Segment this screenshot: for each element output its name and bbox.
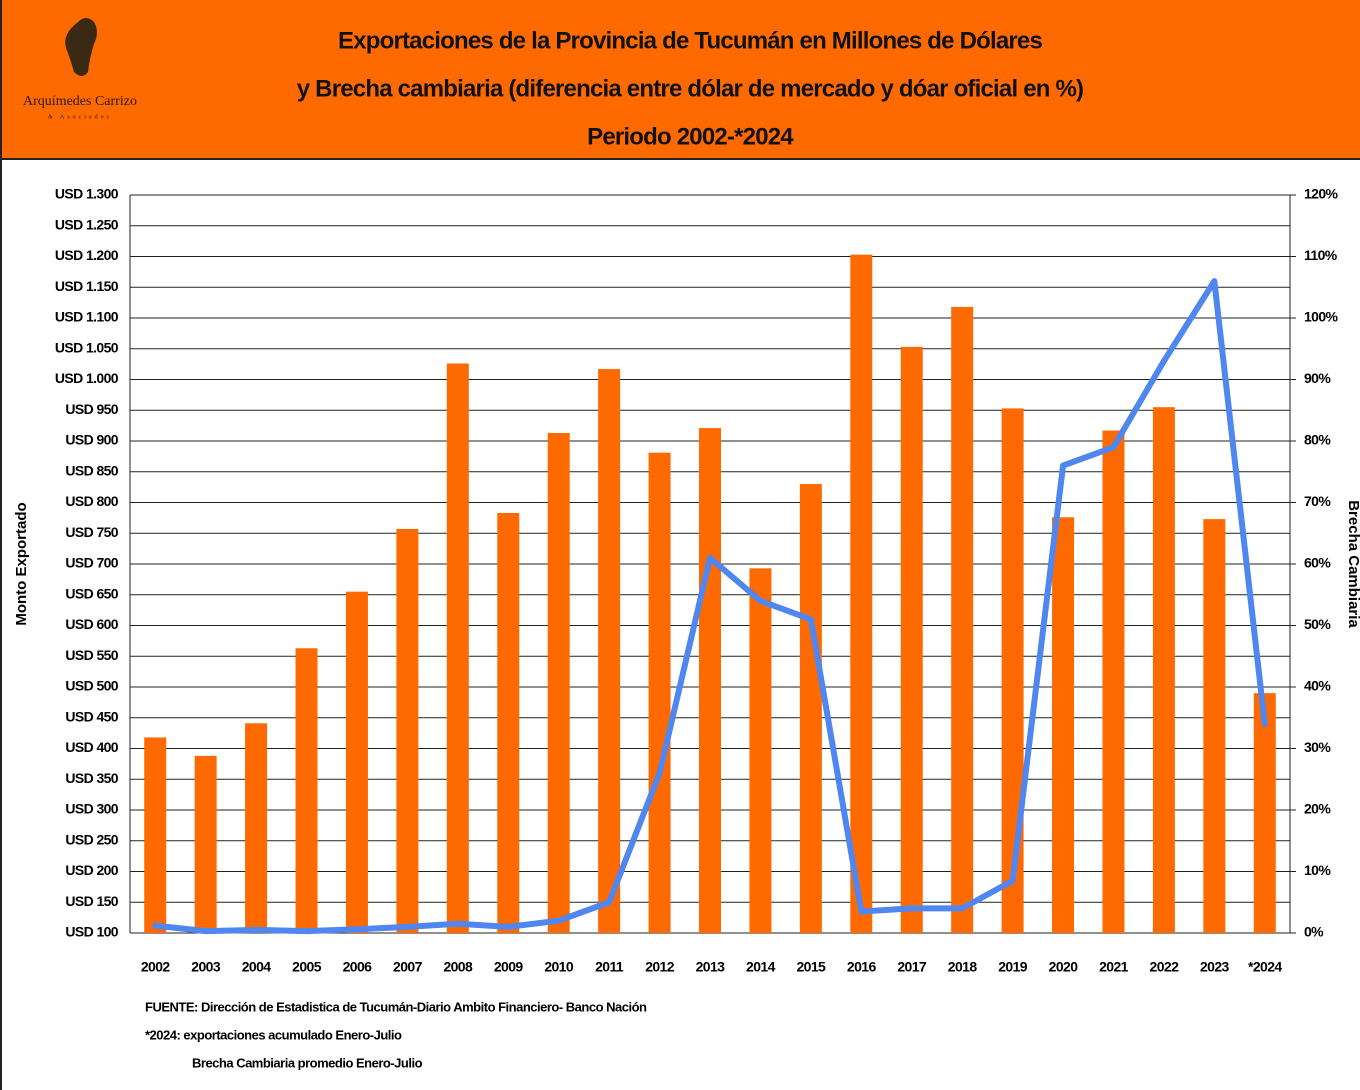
- x-tick-label: 2014: [746, 959, 776, 975]
- bar: [1001, 408, 1024, 933]
- bar: [497, 512, 520, 933]
- y-tick-label: USD 950: [65, 401, 118, 417]
- y-tick-label: USD 400: [65, 739, 118, 755]
- y-tick-label: USD 1.050: [55, 339, 119, 355]
- y-tick-label: USD 300: [65, 801, 118, 817]
- logo: Arquímedes Carrizo & Asociados: [23, 18, 137, 120]
- y2-tick-label: 120%: [1304, 186, 1339, 202]
- bar: [345, 591, 368, 933]
- logo-tagline: & Asociados: [48, 114, 112, 120]
- bar: [446, 363, 469, 933]
- bar: [699, 428, 721, 933]
- x-tick-label: 2013: [696, 959, 726, 975]
- x-tick-label: 2005: [292, 959, 322, 975]
- y2-tick-label: 40%: [1304, 678, 1331, 694]
- y-tick-label: USD 1.000: [55, 370, 119, 386]
- bar: [547, 433, 570, 933]
- bar: [850, 254, 873, 933]
- bar: [1152, 407, 1175, 933]
- y2-tick-label: 50%: [1304, 616, 1331, 632]
- y-tick-label: USD 600: [65, 616, 118, 632]
- bar: [245, 723, 268, 933]
- x-tick-label: 2023: [1200, 959, 1230, 975]
- y-tick-label: USD 450: [65, 708, 118, 724]
- y-tick-label: USD 700: [65, 555, 118, 571]
- y-tick-label: USD 250: [65, 831, 118, 847]
- y2-tick-label: 80%: [1304, 432, 1331, 448]
- y-tick-label: USD 750: [65, 524, 118, 540]
- y2-tick-label: 70%: [1304, 493, 1331, 509]
- bar: [648, 452, 671, 933]
- note: Brecha Cambiaria promedio Enero-Julio: [192, 1055, 423, 1070]
- x-tick-label: 2012: [645, 959, 675, 975]
- y2-tick-label: 10%: [1304, 862, 1331, 878]
- x-tick-label: 2004: [242, 959, 272, 975]
- x-tick-label: 2009: [494, 959, 524, 975]
- bar: [1102, 430, 1125, 933]
- logo-emblem: [65, 18, 97, 76]
- x-tick-label: 2011: [595, 959, 624, 975]
- y-tick-label: USD 800: [65, 493, 118, 509]
- y-tick-label: USD 200: [65, 862, 118, 878]
- y2-axis-label: Brecha Cambiaria: [1345, 500, 1360, 628]
- bar: [900, 346, 923, 933]
- y2-tick-label: 90%: [1304, 370, 1331, 386]
- logo-name: Arquímedes Carrizo: [23, 94, 137, 109]
- x-tick-label: 2003: [191, 959, 221, 975]
- bar: [1253, 693, 1276, 933]
- x-tick-label: 2022: [1150, 959, 1180, 975]
- y-tick-label: USD 850: [65, 462, 118, 478]
- y-tick-label: USD 1.300: [55, 186, 119, 202]
- y-tick-label: USD 1.150: [55, 278, 119, 294]
- chart-title: y Brecha cambiaria (diferencia entre dól…: [297, 75, 1083, 102]
- x-tick-label: 2017: [897, 959, 927, 975]
- bar: [1052, 517, 1075, 933]
- y2-tick-label: 110%: [1304, 247, 1338, 263]
- y2-tick-label: 20%: [1304, 801, 1331, 817]
- bar: [396, 528, 419, 933]
- y-tick-label: USD 550: [65, 647, 118, 663]
- y-tick-label: USD 500: [65, 678, 118, 694]
- header-band: [0, 0, 1360, 160]
- line: [152, 278, 1268, 935]
- x-tick-label: 2021: [1099, 959, 1129, 975]
- bar: [1203, 519, 1226, 933]
- x-tick-label: 2018: [948, 959, 978, 975]
- note: *2024: exportaciones acumulado Enero-Jul…: [145, 1027, 402, 1042]
- chart-title: Periodo 2002-*2024: [587, 123, 794, 150]
- bar: [295, 648, 318, 933]
- x-tick-label: 2015: [796, 959, 826, 975]
- x-tick-label: 2002: [141, 959, 171, 975]
- x-tick-label: 2016: [847, 959, 877, 975]
- y2-tick-label: 60%: [1304, 555, 1331, 571]
- y-axis-label: Monto Exportado: [13, 502, 30, 625]
- bar: [799, 484, 822, 933]
- y2-tick-label: 100%: [1304, 309, 1339, 325]
- bar: [194, 755, 217, 933]
- y-tick-label: USD 350: [65, 770, 118, 786]
- y-tick-label: USD 1.100: [55, 309, 119, 325]
- y-tick-label: USD 650: [65, 585, 118, 601]
- x-tick-label: 2007: [393, 959, 423, 975]
- y-tick-label: USD 100: [65, 924, 118, 940]
- y-tick-label: USD 900: [65, 432, 118, 448]
- y2-tick-label: 0%: [1304, 924, 1324, 940]
- bar: [951, 306, 974, 933]
- bar: [144, 737, 167, 933]
- x-tick-label: 2010: [544, 959, 574, 975]
- y-tick-label: USD 150: [65, 893, 118, 909]
- y-tick-label: USD 1.200: [55, 247, 119, 263]
- x-tick-label: 2020: [1049, 959, 1079, 975]
- x-tick-label: 2019: [998, 959, 1028, 975]
- y-tick-label: USD 1.250: [55, 216, 119, 232]
- bar: [598, 369, 621, 933]
- x-tick-label: 2006: [343, 959, 373, 975]
- y2-tick-label: 30%: [1304, 739, 1331, 755]
- note: FUENTE: Dirección de Estadistica de Tucu…: [145, 999, 647, 1014]
- x-tick-label: *2024: [1248, 959, 1282, 975]
- chart-title: Exportaciones de la Provincia de Tucumán…: [338, 27, 1042, 54]
- x-tick-label: 2008: [443, 959, 473, 975]
- bar: [749, 568, 772, 933]
